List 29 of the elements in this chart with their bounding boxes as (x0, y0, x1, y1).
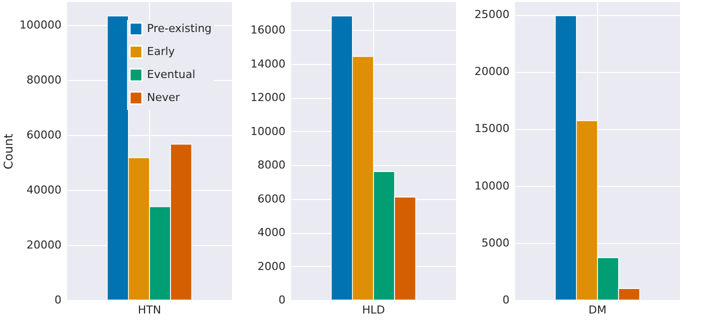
x-tick-label: HTN (138, 304, 162, 316)
y-tick-label: 0 (278, 294, 286, 306)
x-tick-label: HLD (362, 304, 385, 316)
y-tick-label: 5000 (482, 236, 510, 250)
y-tick-label: 20000 (474, 65, 510, 78)
x-tick-label: DM (588, 304, 606, 316)
y-tick-label: 14000 (250, 57, 286, 70)
y-tick-label: 0 (502, 294, 510, 306)
y-tick-label: 80000 (26, 73, 62, 86)
y-tick-label: 100000 (20, 18, 62, 32)
legend-label: Never (147, 91, 180, 104)
y-tick-label: 20000 (26, 238, 62, 252)
y-tick-label: 4000 (258, 226, 286, 240)
legend-label: Pre-existing (147, 22, 212, 35)
y-tick-label: 40000 (26, 183, 62, 196)
y-tick-label: 10000 (250, 124, 286, 138)
y-tick-label: 6000 (258, 192, 286, 206)
y-tick-label: 2000 (258, 260, 286, 273)
y-tick-label: 12000 (250, 91, 286, 104)
y-tick-label: 8000 (258, 158, 286, 172)
y-tick-label: 0 (54, 294, 62, 306)
y-tick-label: 15000 (474, 122, 510, 136)
legend-label: Early (147, 45, 176, 58)
y-tick-label: 25000 (474, 8, 510, 22)
y-tick-label: 16000 (250, 24, 286, 37)
y-tick-label: 60000 (26, 128, 62, 142)
legend-label: Eventual (147, 68, 196, 81)
y-axis-title: Count (2, 133, 16, 170)
y-tick-label: 10000 (474, 179, 510, 192)
